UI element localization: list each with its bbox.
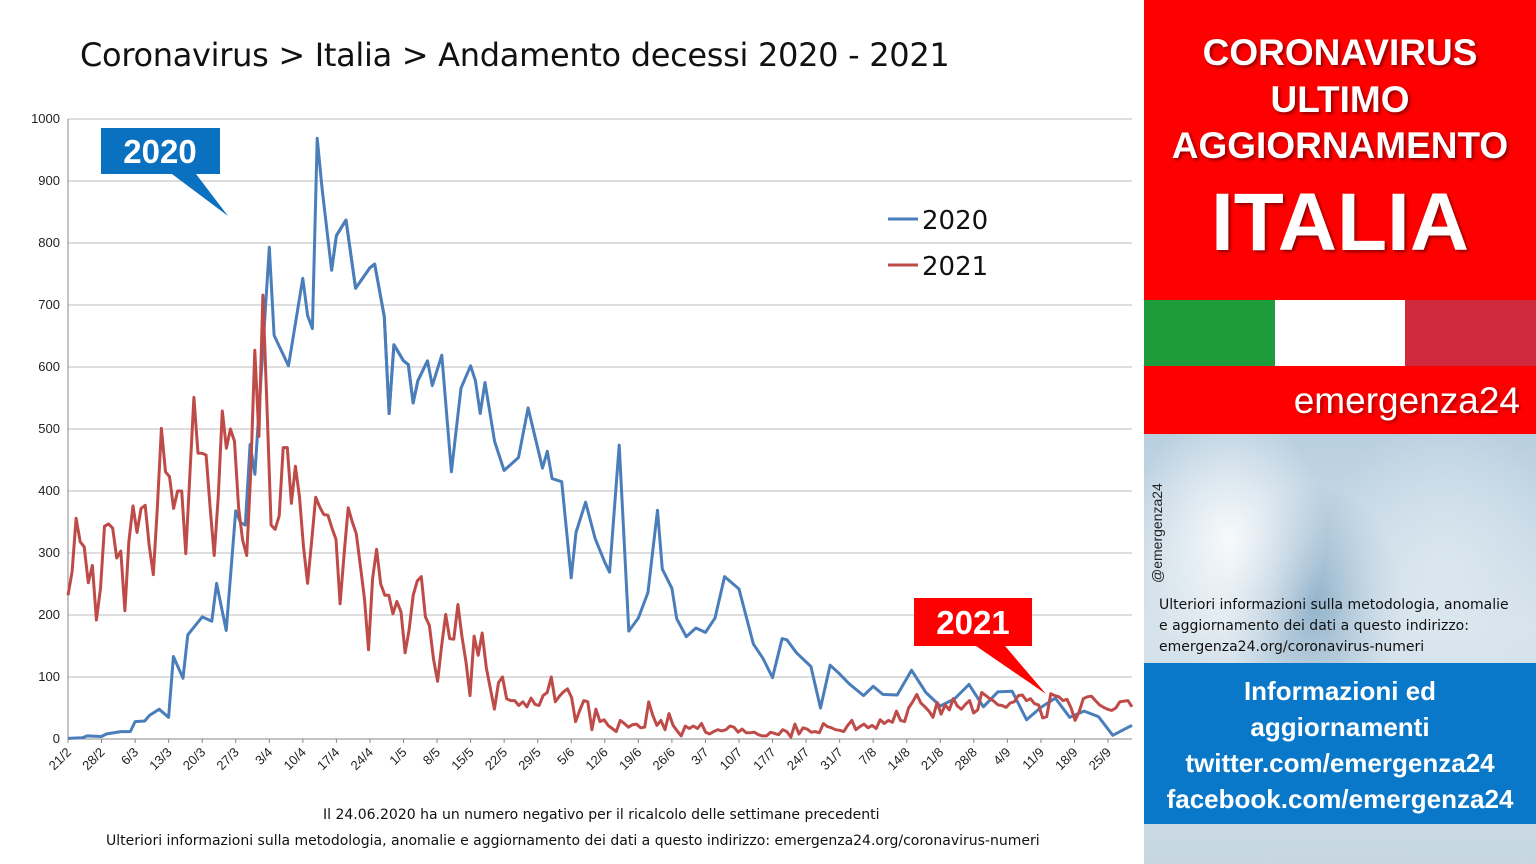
callout-2020-box: [101, 128, 228, 216]
x-tick-label: 29/5: [515, 745, 544, 774]
x-tick-label: 26/6: [650, 745, 679, 774]
x-tick-label: 19/6: [616, 745, 645, 774]
y-tick-label: 1000: [31, 111, 60, 126]
heading-line-3: AGGIORNAMENTO: [1171, 125, 1509, 166]
x-tick-label: 10/4: [280, 745, 309, 774]
legend-label-2021: 2021: [922, 252, 988, 282]
country-name: ITALIA: [1210, 177, 1470, 268]
x-tick-label: 28/2: [79, 745, 108, 774]
flag-white-stripe: [1274, 300, 1406, 366]
negative-value-note: Il 24.06.2020 ha un numero negativo per …: [323, 807, 880, 823]
contact-line-1: Informazioni ed: [1243, 676, 1437, 706]
y-tick-label: 600: [38, 359, 60, 374]
x-tick-label: 24/4: [348, 745, 377, 774]
heading-line-1: CORONAVIRUS: [1202, 32, 1478, 73]
facebook-link[interactable]: facebook.com/emergenza24: [1166, 784, 1514, 814]
x-tick-label: 5/6: [554, 745, 577, 768]
italian-flag-icon: [1144, 300, 1536, 366]
x-tick-label: 17/7: [750, 745, 779, 774]
y-tick-label: 0: [53, 731, 60, 746]
line-chart: 0 100 200 300 400 500 600 700 800 900 1000 21/2 28/2…: [31, 111, 1134, 774]
x-tick-label: 14/8: [884, 745, 913, 774]
twitter-link[interactable]: twitter.com/emergenza24: [1185, 748, 1495, 778]
x-tick-label: 10/7: [717, 745, 746, 774]
methodology-info: Ulteriori informazioni sulla metodologia…: [1159, 595, 1529, 658]
info-line-2: e aggiornamento dei dati a questo indiri…: [1159, 618, 1469, 634]
legend-label-2020: 2020: [922, 206, 988, 236]
x-tick-label: 21/8: [918, 745, 947, 774]
info-line-3: emergenza24.org/coronavirus-numeri: [1159, 639, 1425, 655]
y-tick-label: 800: [38, 235, 60, 250]
chart-panel: 0 100 200 300 400 500 600 700 800 900 1000 21/2 28/2…: [31, 36, 1134, 849]
x-tick-label: 3/7: [688, 745, 711, 768]
contact-line-2: aggiornamenti: [1250, 712, 1430, 742]
y-tick-label: 200: [38, 607, 60, 622]
x-tick-label: 18/9: [1052, 745, 1081, 774]
series-line-2021: [66, 293, 1134, 739]
x-tick-label: 7/8: [856, 745, 879, 768]
x-tick-label: 11/9: [1019, 745, 1047, 773]
callout-2020-label: 2020: [123, 133, 196, 170]
x-tick-label: 24/7: [784, 745, 813, 774]
y-tick-label: 100: [38, 669, 60, 684]
y-tick-label: 300: [38, 545, 60, 560]
y-tick-label: 900: [38, 173, 60, 188]
x-tick-label: 21/2: [46, 745, 75, 774]
x-tick-label: 27/3: [213, 745, 242, 774]
series-line-2020: [67, 136, 1133, 740]
series-line-2020-overlay: [330, 218, 429, 415]
x-tick-label: 4/9: [990, 745, 1013, 768]
y-tick-label: 700: [38, 297, 60, 312]
flag-green-stripe: [1144, 300, 1275, 366]
heading-line-2: ULTIMO: [1270, 79, 1410, 120]
x-tick-label: 20/3: [180, 745, 209, 774]
sidebar: CORONAVIRUS ULTIMO AGGIORNAMENTO ITALIA …: [1144, 0, 1536, 864]
brand-name: emergenza24: [1293, 380, 1520, 421]
x-tick-label: 3/4: [252, 745, 275, 768]
x-tick-label: 17/4: [314, 745, 343, 774]
callout-2021-box: [914, 598, 1046, 694]
brand-bar: emergenza24: [1144, 366, 1536, 434]
x-tick-label: 31/7: [817, 745, 846, 774]
x-tick-label: 25/9: [1086, 745, 1115, 774]
info-line-1: Ulteriori informazioni sulla metodologia…: [1159, 597, 1509, 613]
x-tick-label: 8/5: [420, 745, 443, 768]
callout-2021-label: 2021: [936, 604, 1009, 641]
x-tick-label: 22/5: [482, 745, 511, 774]
x-tick-label: 28/8: [951, 745, 980, 774]
x-tick-label: 15/5: [448, 745, 477, 774]
y-tick-label: 400: [38, 483, 60, 498]
header-banner: CORONAVIRUS ULTIMO AGGIORNAMENTO ITALIA: [1144, 0, 1536, 300]
x-tick-label: 13/3: [146, 745, 175, 774]
social-handle: @emergenza24: [1149, 483, 1165, 583]
contact-box: Informazioni ed aggiornamenti twitter.co…: [1144, 663, 1536, 824]
x-tick-label: 12/6: [582, 745, 611, 774]
methodology-note: Ulteriori informazioni sulla metodologia…: [106, 833, 1040, 849]
x-tick-label: 1/5: [386, 745, 409, 768]
chart-title: Coronavirus > Italia > Andamento decessi…: [80, 36, 950, 74]
x-tick-label: 6/3: [118, 745, 141, 768]
flag-red-stripe: [1405, 300, 1536, 366]
y-tick-label: 500: [38, 421, 60, 436]
